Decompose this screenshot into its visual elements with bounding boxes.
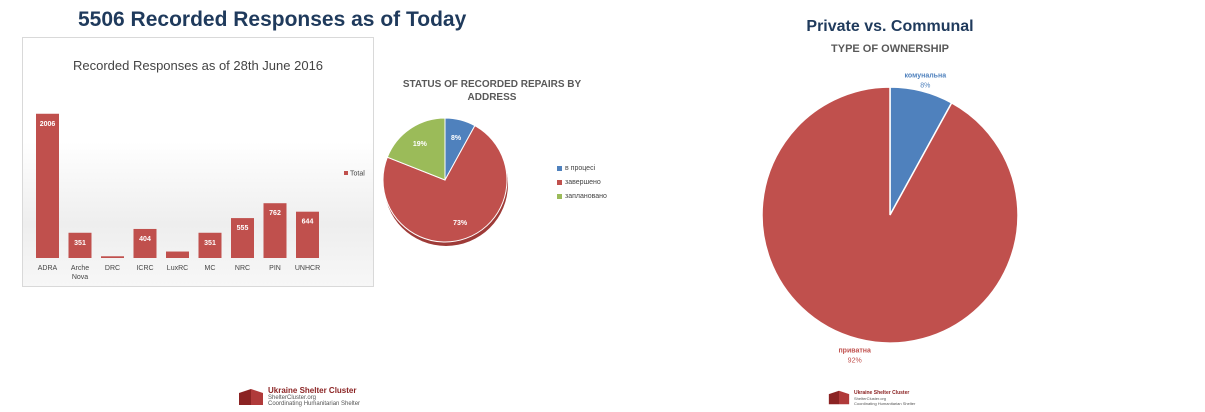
pie-slice-item-2 xyxy=(386,117,446,181)
bar-icrc xyxy=(133,228,157,258)
pie-value-label: 8% xyxy=(451,135,462,142)
legend-item-in-progress: в процесі xyxy=(557,161,607,175)
ownership-pie-chart: комунальна 8% приватна 92% xyxy=(761,72,1019,365)
shelter-book-icon xyxy=(239,388,263,405)
x-tick-label-pin: PIN xyxy=(269,265,281,272)
bar-pin xyxy=(263,203,287,258)
bar-chart-title: Recorded Responses as of 28th June 2016 xyxy=(72,58,324,73)
x-tick-label-luxrc: LuxRC xyxy=(167,265,188,272)
legend-swatch-completed xyxy=(557,179,562,185)
logo-tagline: Coordinating Humanitarian Shelter xyxy=(854,400,916,406)
legend-label-completed: завершено xyxy=(565,178,601,186)
page-title: 5506 Recorded Responses as of Today xyxy=(78,8,467,31)
x-tick-label-drc: DRC xyxy=(105,265,120,272)
bar-value-label: 644 xyxy=(302,219,314,226)
shelter-cluster-logo-right: Ukraine Shelter Cluster ShelterCluster.o… xyxy=(828,389,915,406)
bar-value-label: 555 xyxy=(237,225,249,232)
pie-value-label: 92% xyxy=(848,358,862,365)
repairs-pie-title: STATUS OF RECORDED REPAIRS BY ADDRESS xyxy=(402,79,582,103)
legend-label-total: Total xyxy=(350,171,365,178)
bar-value-label: 351 xyxy=(74,240,86,247)
legend-label-in-progress: в процесі xyxy=(565,164,596,172)
x-tick-label-nrc: NRC xyxy=(235,265,250,272)
pie-category-label: комунальна xyxy=(905,72,947,79)
repairs-status-pie-chart: 8% 73% 19% xyxy=(382,117,508,246)
bar-arche-nova xyxy=(68,232,92,258)
logo-name: Ukraine Shelter Cluster xyxy=(268,386,357,395)
legend-label-planned: заплановано xyxy=(565,192,607,200)
x-tick-label-adra: ADRA xyxy=(38,265,58,272)
pie-value-label: 19% xyxy=(413,141,428,148)
legend-swatch-planned xyxy=(557,193,562,199)
legend-item-planned: заплановано xyxy=(557,189,607,203)
legend-swatch-total xyxy=(344,171,348,175)
bar-value-label: 2006 xyxy=(40,121,56,128)
bar-value-label: 762 xyxy=(269,210,281,217)
logo-tagline: Coordinating Humanitarian Shelter xyxy=(268,401,361,407)
ownership-chart-subtitle: TYPE OF OWNERSHIP xyxy=(831,43,949,55)
legend-swatch-in-progress xyxy=(557,165,562,171)
legend-item-completed: завершено xyxy=(557,175,607,189)
repairs-pie-legend: в процесі завершено заплановано xyxy=(557,161,607,203)
logo-name: Ukraine Shelter Cluster xyxy=(854,389,910,396)
bar-luxrc xyxy=(166,251,189,258)
bar-value-label: 404 xyxy=(139,236,151,243)
shelter-book-icon xyxy=(828,390,850,405)
bar-adra xyxy=(36,113,59,258)
bar-chart: 2006 ADRA 351 Arche Nova DRC 404 ICRC LuxRC 351 MC… xyxy=(36,113,365,281)
bar-nrc xyxy=(231,218,254,258)
pie-value-label: 8% xyxy=(920,82,930,89)
x-tick-label-arche-nova: Arche Nova xyxy=(71,265,89,281)
bar-value-label: 351 xyxy=(204,240,216,247)
x-tick-label-mc: MC xyxy=(205,265,216,272)
pie-slice-item-1 xyxy=(761,86,1019,344)
bar-drc xyxy=(101,256,124,258)
bar-unhcr xyxy=(296,211,319,258)
x-tick-label-unhcr: UNHCR xyxy=(295,265,320,272)
pie-value-label: 73% xyxy=(453,220,468,227)
shelter-cluster-logo-left: Ukraine Shelter Cluster ShelterCluster.o… xyxy=(238,386,360,407)
bar-mc xyxy=(198,232,222,258)
logo-site: ShelterCluster.org xyxy=(268,395,317,401)
ownership-chart-title: Private vs. Communal xyxy=(806,18,974,35)
pie-slice-item-1 xyxy=(382,124,508,243)
pie-category-label: приватна xyxy=(838,348,871,355)
logo-site: ShelterCluster.org xyxy=(854,395,887,401)
x-tick-label-icrc: ICRC xyxy=(136,265,153,272)
